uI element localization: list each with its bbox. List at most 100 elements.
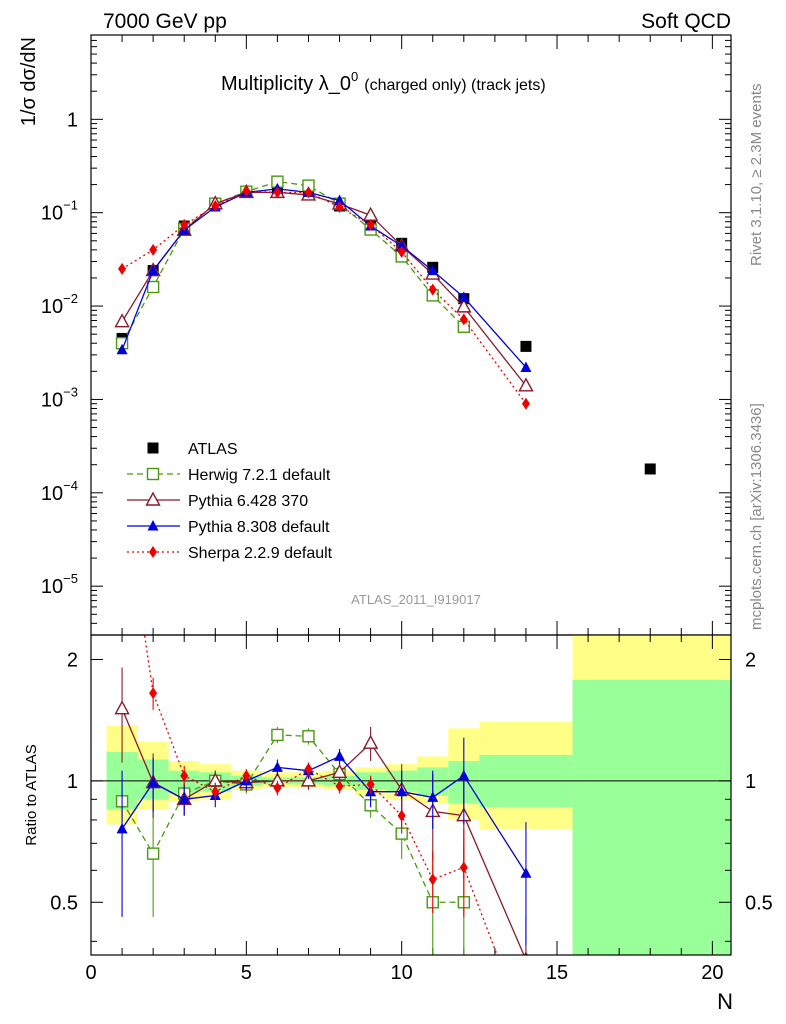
plot-title-suffix: (charged only) (track jets) [364,77,545,94]
legend-marker [147,520,159,531]
ratio-ytick-label-right: 0.5 [745,892,773,914]
ratio-point [428,873,437,886]
ratio-point [242,769,251,782]
ratio-ytick-label-right: 1 [745,771,756,793]
series-pythia-8-308-default [116,182,532,372]
ratio-point [459,861,468,874]
ratio-point [366,778,375,791]
main-plot-series [114,175,656,475]
ratio-point [114,700,130,715]
ratio-series-pythia-6-428-370 [114,667,528,955]
ratio-point [362,734,379,749]
legend-entry-sherpa-2-2-9-default: Sherpa 2.2.9 default [127,545,333,562]
ratio-point [271,728,284,742]
data-point [458,291,470,302]
rivet-label: Rivet 3.1.10, ≥ 2.3M events [748,84,765,267]
ratio-ytick-label: 2 [67,649,78,671]
data-point [146,280,160,294]
data-point [520,361,532,372]
xtick-label: 10 [391,962,413,984]
inner-band [572,679,731,955]
main-ytick-label: 10−5 [41,571,78,598]
ratio-point [118,476,126,488]
series-herwig-7-2-1-default [115,175,471,350]
main-ytick-label: 10−4 [41,478,78,505]
ratio-plot-series [114,476,532,955]
ratio-point [116,822,128,834]
data-point [116,343,128,355]
plot-title: Multiplicity λ_00 (charged only) (track j… [221,69,546,95]
ratio-point [178,793,190,804]
ratio-ylabel: Ratio to ATLAS [23,744,40,845]
legend-marker [146,467,160,481]
data-point [366,218,375,231]
series-line [121,188,527,368]
ratio-ytick-label-right: 2 [745,649,756,671]
data-point [114,313,130,328]
data-point [520,340,532,352]
xtick-label: 0 [85,962,96,984]
ratio-point [335,780,344,793]
ratio-point [146,847,160,860]
ratio-point [458,769,470,781]
ratio-point [300,772,317,787]
ratio-point [147,776,159,788]
x-axis-label: N [717,989,733,1014]
data-point [180,218,189,231]
mcplots-label: mcplots.cern.ch [arXiv:1306.3436] [748,403,765,630]
ratio-ytick-label: 1 [67,771,78,793]
legend-marker [145,491,161,506]
ratio-point [273,782,282,795]
ratio-series-sherpa-2-2-9-default [118,476,498,955]
data-point [149,243,158,256]
ratio-point [271,761,283,772]
ratio-point [396,785,408,797]
ratio-point [334,750,346,761]
xtick-label: 15 [546,962,568,984]
legend-entry-pythia-6-428-370: Pythia 6.428 370 [127,491,308,510]
xtick-label: 20 [701,962,723,984]
data-point [396,239,408,251]
series-sherpa-2-2-9-default [118,185,530,410]
ratio-ytick-label: 0.5 [50,892,78,914]
series-pythia-6-428-370 [114,183,534,392]
data-point [644,463,656,475]
data-point [456,298,472,313]
ratio-point [180,769,189,782]
data-point [518,377,534,392]
ratio-point [304,763,313,776]
xtick-label: 5 [241,962,252,984]
legend-marker [149,546,157,558]
main-ytick-label: 10−2 [41,291,78,318]
data-point [147,264,159,276]
ratio-point [331,763,348,779]
header-process: 7000 GeV pp [103,10,227,33]
data-point [118,262,127,275]
data-point [427,264,439,276]
ratio-plot-frame [90,634,732,956]
plot-title-sup: 0 [351,69,358,84]
analysis-id: ATLAS_2011_I919017 [351,592,481,607]
series-line [121,180,465,344]
legend-label: ATLAS [188,441,238,458]
legend-entry-atlas: ATLAS [147,441,238,458]
data-point [211,199,220,212]
data-point [273,186,282,199]
legend-label: Sherpa 2.2.9 default [188,545,333,562]
data-point [304,186,313,199]
ratio-point [302,730,315,743]
ratio-point [149,687,158,700]
main-ytick-label: 1 [67,109,78,131]
legend-label: Pythia 6.428 370 [188,493,308,510]
main-ytick-label: 10−3 [41,384,78,411]
ratio-series-clipped [114,476,532,955]
legend-marker [147,442,159,454]
legend-entry-pythia-8-308-default: Pythia 8.308 default [127,519,330,536]
legend-label: Pythia 8.308 default [188,519,330,536]
data-point [428,283,437,296]
ratio-point [397,809,406,822]
ratio-point [427,791,439,802]
series-line [121,734,464,903]
ratio-point [211,785,220,798]
